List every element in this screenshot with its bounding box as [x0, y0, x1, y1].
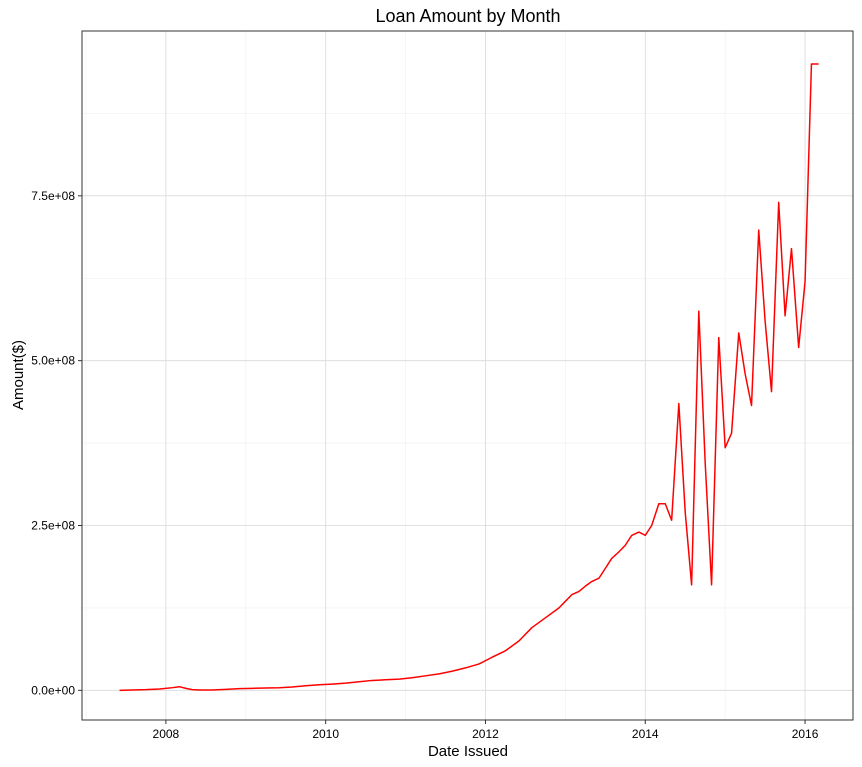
y-axis-title: Amount($) [10, 340, 27, 410]
plot-panel [81, 30, 854, 721]
series-line [119, 63, 819, 692]
x-axis-title: Date Issued [428, 743, 508, 760]
x-tick-label: 2010 [312, 727, 339, 741]
x-tick-label: 2008 [153, 727, 180, 741]
y-tick-label: 5.0e+08 [31, 354, 75, 368]
x-tick-label: 2014 [632, 727, 659, 741]
chart-title: Loan Amount by Month [375, 6, 560, 26]
y-tick-label: 7.5e+08 [31, 189, 75, 203]
grid [82, 31, 853, 720]
x-tick-label: 2012 [472, 727, 499, 741]
series-area [119, 63, 819, 692]
x-tick-label: 2016 [792, 727, 819, 741]
y-axis: 0.0e+00 2.5e+08 5.0e+08 7.5e+08 [31, 189, 82, 697]
y-tick-label: 2.5e+08 [31, 518, 75, 532]
x-axis: 2008 2010 2012 2014 2016 [153, 720, 819, 741]
y-tick-label: 0.0e+00 [31, 683, 75, 697]
